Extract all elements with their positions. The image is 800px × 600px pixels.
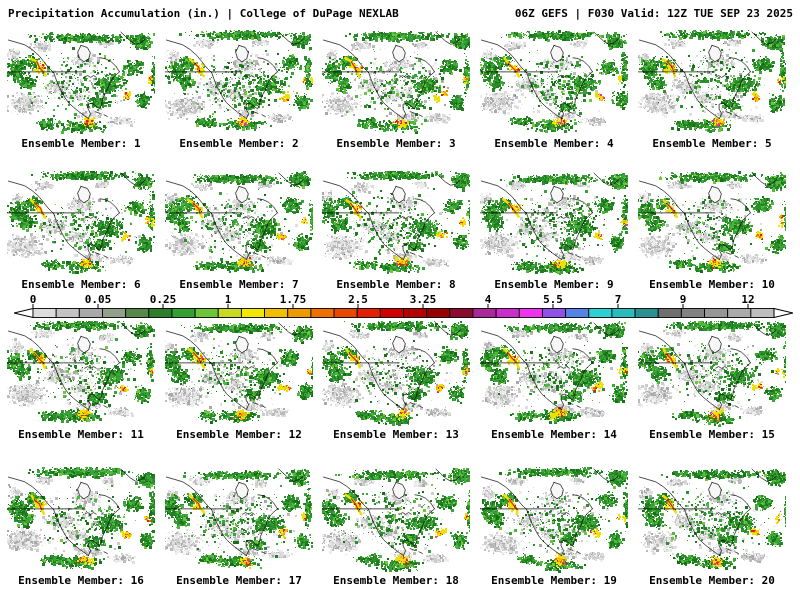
precip-map <box>480 321 628 427</box>
ensemble-panel: Ensemble Member: 3 <box>322 30 470 150</box>
ensemble-member-label: Ensemble Member: 9 <box>494 278 614 291</box>
ensemble-member-label: Ensemble Member: 10 <box>649 278 775 291</box>
precip-map <box>7 321 155 427</box>
precip-map <box>7 171 155 277</box>
ensemble-member-label: Ensemble Member: 16 <box>18 574 144 587</box>
precip-map <box>322 321 470 427</box>
scale-tick-label: 0.25 <box>149 293 177 306</box>
precip-colorbar <box>14 304 793 319</box>
scale-tick-label: 12 <box>741 293 755 306</box>
ensemble-panel: Ensemble Member: 14 <box>480 321 628 441</box>
ensemble-panel: Ensemble Member: 12 <box>165 321 313 441</box>
product-title: Precipitation Accumulation (in.) | Colle… <box>8 7 399 20</box>
ensemble-member-label: Ensemble Member: 7 <box>179 278 299 291</box>
ensemble-panel: Ensemble Member: 4 <box>480 30 628 150</box>
ensemble-panel: Ensemble Member: 19 <box>480 467 628 587</box>
ensemble-member-label: Ensemble Member: 1 <box>21 137 141 150</box>
precip-map <box>7 30 155 136</box>
ensemble-panel: Ensemble Member: 7 <box>165 171 313 291</box>
precip-map <box>322 467 470 573</box>
ensemble-member-label: Ensemble Member: 4 <box>494 137 614 150</box>
ensemble-panel: Ensemble Member: 20 <box>638 467 786 587</box>
scale-tick-label: 4 <box>484 293 492 306</box>
ensemble-member-label: Ensemble Member: 14 <box>491 428 617 441</box>
precip-map <box>165 321 313 427</box>
ensemble-panel: Ensemble Member: 9 <box>480 171 628 291</box>
precip-map <box>322 171 470 277</box>
ensemble-panel: Ensemble Member: 15 <box>638 321 786 441</box>
ensemble-member-label: Ensemble Member: 3 <box>336 137 456 150</box>
ensemble-panel: Ensemble Member: 13 <box>322 321 470 441</box>
scale-tick-label: 3.25 <box>409 293 437 306</box>
precip-map <box>480 171 628 277</box>
scale-tick-label: 0.05 <box>84 293 112 306</box>
ensemble-member-label: Ensemble Member: 20 <box>649 574 775 587</box>
scale-tick-label: 7 <box>614 293 622 306</box>
ensemble-panel: Ensemble Member: 10 <box>638 171 786 291</box>
precip-scale: 0 0.05 0.25 1 1.75 2.5 3.25 4 5.5 7 9 12 <box>14 293 793 319</box>
precip-map <box>165 467 313 573</box>
ensemble-member-label: Ensemble Member: 15 <box>649 428 775 441</box>
ensemble-member-label: Ensemble Member: 12 <box>176 428 302 441</box>
ensemble-member-label: Ensemble Member: 18 <box>333 574 459 587</box>
ensemble-panel: Ensemble Member: 2 <box>165 30 313 150</box>
ensemble-member-label: Ensemble Member: 19 <box>491 574 617 587</box>
scale-tick-label: 5.5 <box>543 293 563 306</box>
ensemble-member-label: Ensemble Member: 2 <box>179 137 299 150</box>
precip-map <box>7 467 155 573</box>
ensemble-panel: Ensemble Member: 18 <box>322 467 470 587</box>
precip-map <box>638 171 786 277</box>
ensemble-panel: Ensemble Member: 8 <box>322 171 470 291</box>
ensemble-panel: Ensemble Member: 11 <box>7 321 155 441</box>
ensemble-panel: Ensemble Member: 5 <box>638 30 786 150</box>
ensemble-member-label: Ensemble Member: 8 <box>336 278 456 291</box>
scale-tick-label: 9 <box>679 293 687 306</box>
precip-map <box>165 30 313 136</box>
ensemble-member-label: Ensemble Member: 5 <box>652 137 772 150</box>
ensemble-member-label: Ensemble Member: 11 <box>18 428 144 441</box>
ensemble-panel: Ensemble Member: 17 <box>165 467 313 587</box>
precip-map <box>638 321 786 427</box>
ensemble-panel: Ensemble Member: 1 <box>7 30 155 150</box>
precip-map <box>480 467 628 573</box>
scale-tick-label: 1 <box>224 293 232 306</box>
ensemble-panel: Ensemble Member: 6 <box>7 171 155 291</box>
precip-map <box>322 30 470 136</box>
scale-tick-label: 1.75 <box>279 293 307 306</box>
ensemble-member-label: Ensemble Member: 13 <box>333 428 459 441</box>
scale-tick-label: 0 <box>29 293 37 306</box>
model-run-valid-time: 06Z GEFS | F030 Valid: 12Z TUE SEP 23 20… <box>514 7 793 20</box>
scale-tick-label: 2.5 <box>348 293 368 306</box>
ensemble-panel: Ensemble Member: 16 <box>7 467 155 587</box>
precip-map <box>638 30 786 136</box>
ensemble-member-label: Ensemble Member: 17 <box>176 574 302 587</box>
ensemble-member-label: Ensemble Member: 6 <box>21 278 141 291</box>
precip-map <box>165 171 313 277</box>
precip-map <box>638 467 786 573</box>
precip-map <box>480 30 628 136</box>
